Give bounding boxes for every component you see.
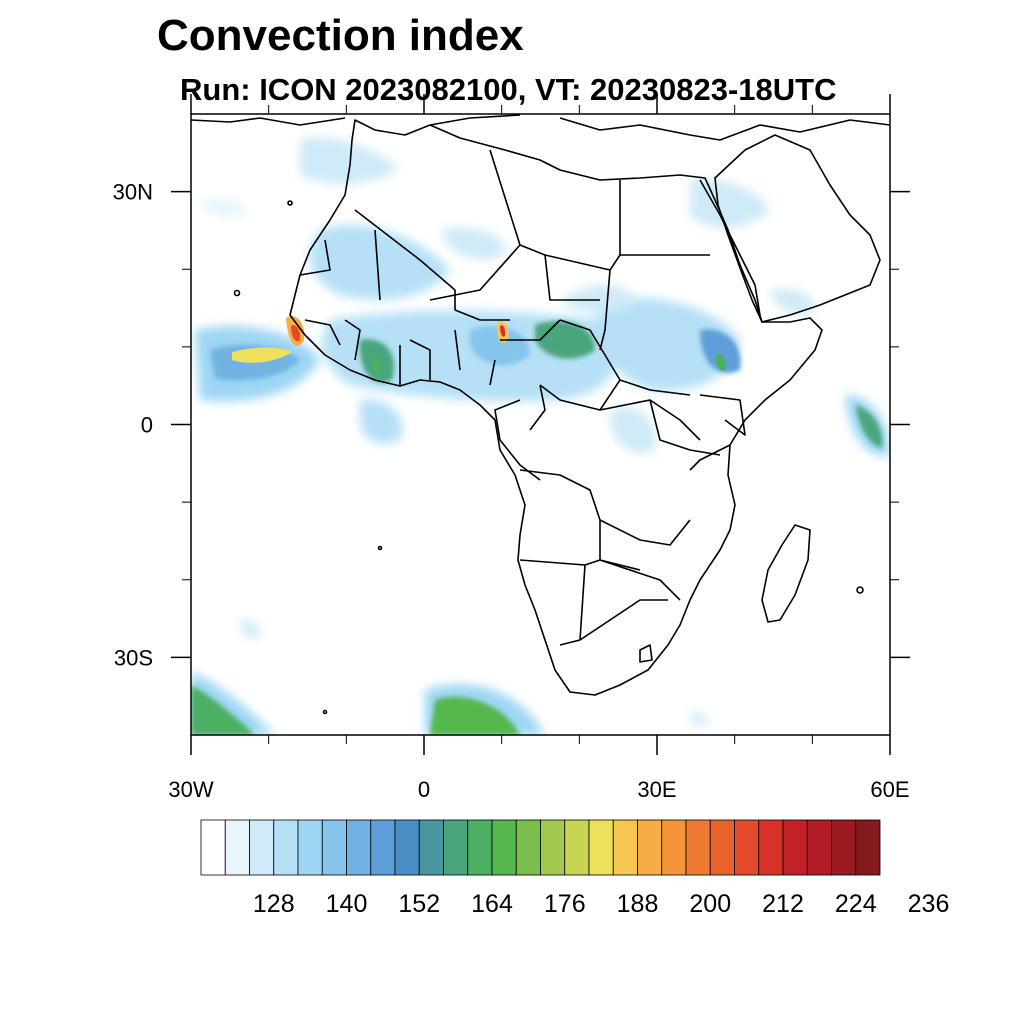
madeira-island [287, 200, 293, 206]
colorbar-swatch [321, 819, 347, 876]
colorbar-swatch [564, 819, 590, 876]
colorbar-swatch [443, 819, 469, 876]
map-background [191, 114, 890, 735]
y-tick-label: 30N [113, 180, 153, 205]
colorbar-swatch [806, 819, 832, 876]
canary-island [233, 289, 241, 297]
x-tick-label: 30W [168, 777, 213, 802]
colorbar-label: 176 [544, 890, 586, 918]
colorbar-swatch [394, 819, 420, 876]
colorbar-swatch [709, 819, 735, 876]
colorbar-swatch [734, 819, 760, 876]
colorbar-swatch [418, 819, 444, 876]
colorbar-label: 200 [689, 890, 731, 918]
colorbar-label: 140 [326, 890, 368, 918]
colorbar-label: 152 [398, 890, 440, 918]
colorbar-swatch [661, 819, 687, 876]
colorbar-swatch [224, 819, 250, 876]
mauritius-island [856, 586, 864, 594]
map-axes: 30W 0 30E 60E 30N 0 30S [113, 94, 910, 802]
colorbar-label: 212 [762, 890, 804, 918]
red-sea-line [699, 179, 761, 316]
colorbar-label: 236 [908, 890, 950, 918]
colorbar-swatch [855, 819, 881, 876]
x-tick-label: 60E [870, 777, 909, 802]
colorbar-swatch [831, 819, 857, 876]
colorbar-swatch [200, 819, 226, 876]
colorbar-swatch [758, 819, 784, 876]
colorbar-swatch [273, 819, 299, 876]
colorbar-swatch [249, 819, 275, 876]
africa-coastline [289, 119, 823, 696]
x-tick-label: 30E [637, 777, 676, 802]
x-tick-label: 0 [418, 777, 430, 802]
chart-title: Convection index [157, 11, 524, 60]
y-tick-label: 0 [141, 413, 153, 438]
colorbar-swatch [540, 819, 566, 876]
chart-subtitle: Run: ICON 2023082100, VT: 20230823-18UTC [180, 72, 837, 107]
colorbar-swatch [588, 819, 614, 876]
madagascar-coastline [761, 524, 811, 623]
colorbar-swatch [491, 819, 517, 876]
colorbar-label: 164 [471, 890, 513, 918]
colorbar-swatch [782, 819, 808, 876]
colorbar-swatch [297, 819, 323, 876]
europe-coastline [191, 114, 890, 141]
colorbar-swatch [637, 819, 663, 876]
st-helena-island [377, 545, 383, 551]
colorbar-swatch [612, 819, 638, 876]
colorbar-swatch [685, 819, 711, 876]
convection-cores [232, 316, 726, 373]
country-borders [299, 149, 746, 663]
convection-field [191, 137, 890, 735]
colorbar: 128 140 152 164 176 188 200 212 224 236 [200, 819, 950, 918]
tristan-island [322, 709, 328, 715]
colorbar-label: 188 [617, 890, 659, 918]
colorbar-label: 128 [253, 890, 295, 918]
colorbar-swatch [467, 819, 493, 876]
colorbar-swatch [370, 819, 396, 876]
colorbar-swatch [346, 819, 372, 876]
colorbar-label: 224 [835, 890, 877, 918]
arabia-coastline [714, 134, 881, 323]
colorbar-swatch [515, 819, 541, 876]
coastlines-and-borders [191, 114, 890, 715]
y-tick-label: 30S [114, 645, 153, 670]
